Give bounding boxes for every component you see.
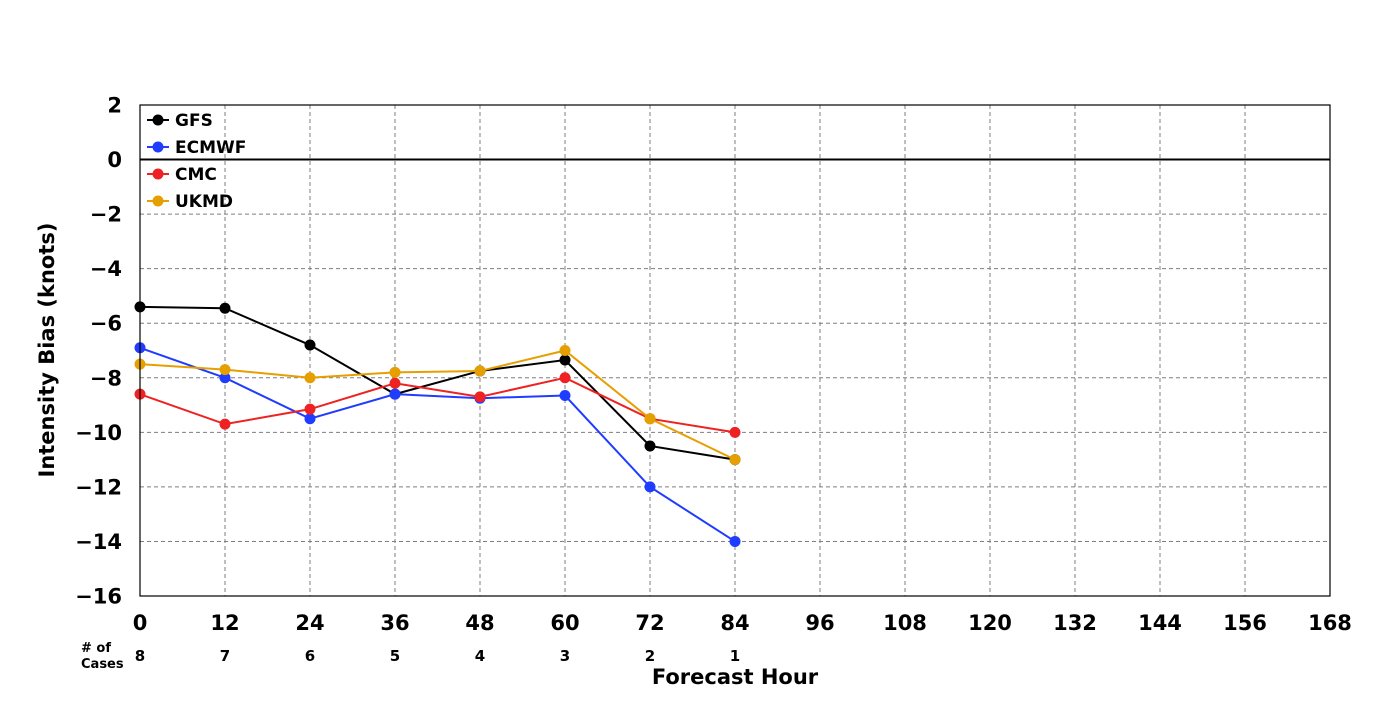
data-point [304,339,316,351]
legend-label: GFS [175,111,213,131]
legend-item-ecmwf: ECMWF [147,138,246,158]
data-point [559,354,571,366]
case-count-label: 4 [475,647,485,665]
series-ukmd [134,345,741,466]
x-tick-label: 48 [465,611,494,635]
x-tick-label: 72 [635,611,664,635]
series-line [139,376,736,434]
case-count-label: 5 [390,647,400,665]
x-tick-label: 156 [1223,611,1267,635]
y-tick-label: −10 [75,421,122,445]
data-point [644,413,656,425]
case-count-label: 8 [135,647,145,665]
series-line [139,346,736,543]
series-line [139,305,736,461]
case-count-label: 1 [730,647,740,665]
data-point [559,345,571,356]
case-count-label: 6 [305,647,315,665]
x-tick-label: 144 [1138,611,1182,635]
series-line [139,349,736,461]
x-tick-label: 132 [1053,611,1097,635]
y-tick-label: 0 [107,148,122,172]
data-point [219,372,231,384]
data-point [474,391,486,403]
y-tick-label: −6 [90,312,122,336]
frame-layer [139,104,1331,597]
legend: GFS ECMWF CMC UKMD [147,111,246,212]
case-count-label: 2 [645,647,655,665]
legend-label: ECMWF [175,138,246,158]
legend-marker [152,114,164,126]
legend-item-gfs: GFS [147,111,213,131]
y-tick-label: −4 [90,257,122,281]
legend-marker [152,195,164,207]
data-point [559,390,571,402]
x-tick-label: 0 [133,611,148,635]
data-point [304,372,316,384]
x-tick-label: 96 [805,611,834,635]
case-count-label: 3 [560,647,570,665]
data-point [474,365,486,377]
y-tick-label: −14 [75,530,122,554]
data-point [559,372,571,384]
legend-label: UKMD [175,192,233,212]
data-point [729,535,741,547]
series-layer [134,301,741,547]
x-tick-label: 12 [210,611,239,635]
legend-marker [152,141,164,153]
y-tick-label: 2 [107,94,122,118]
data-point [304,403,316,415]
data-point [389,388,401,400]
tick-layer: 0 12 24 36 48 60 72 84 96 108 120 132 144 156 168 2 0 −2 −… [75,94,1352,636]
plot-frame [139,104,1331,597]
data-point [389,366,401,378]
x-tick-label: 84 [720,611,749,635]
cases-row: # of Cases 8 7 6 5 4 3 2 1 [81,641,740,672]
cases-title-line1: # of [81,641,111,656]
data-point [729,454,741,466]
x-tick-label: 36 [380,611,409,635]
legend-item-ukmd: UKMD [147,192,233,212]
x-tick-label: 168 [1308,611,1352,635]
x-tick-label: 24 [295,611,324,635]
y-tick-label: −2 [90,203,122,227]
data-point [729,426,741,438]
data-point [644,440,656,452]
series-cmc [134,372,741,438]
case-count-label: 7 [220,647,230,665]
data-point [389,377,401,389]
y-tick-label: −8 [90,366,122,390]
y-tick-label: −16 [75,585,122,609]
y-axis-title: Intensity Bias (knots) [35,223,59,478]
x-axis-title: Forecast Hour [652,665,819,689]
cases-title-line2: Cases [81,657,124,672]
x-tick-label: 60 [550,611,579,635]
data-point [304,413,316,425]
legend-item-cmc: CMC [147,165,217,185]
legend-label: CMC [175,165,217,185]
data-point [219,418,231,430]
x-tick-label: 120 [968,611,1012,635]
x-tick-label: 108 [883,611,927,635]
data-point [219,364,231,376]
data-point [644,481,656,493]
data-point [219,302,231,314]
y-tick-label: −12 [75,475,122,499]
legend-marker [152,168,164,180]
